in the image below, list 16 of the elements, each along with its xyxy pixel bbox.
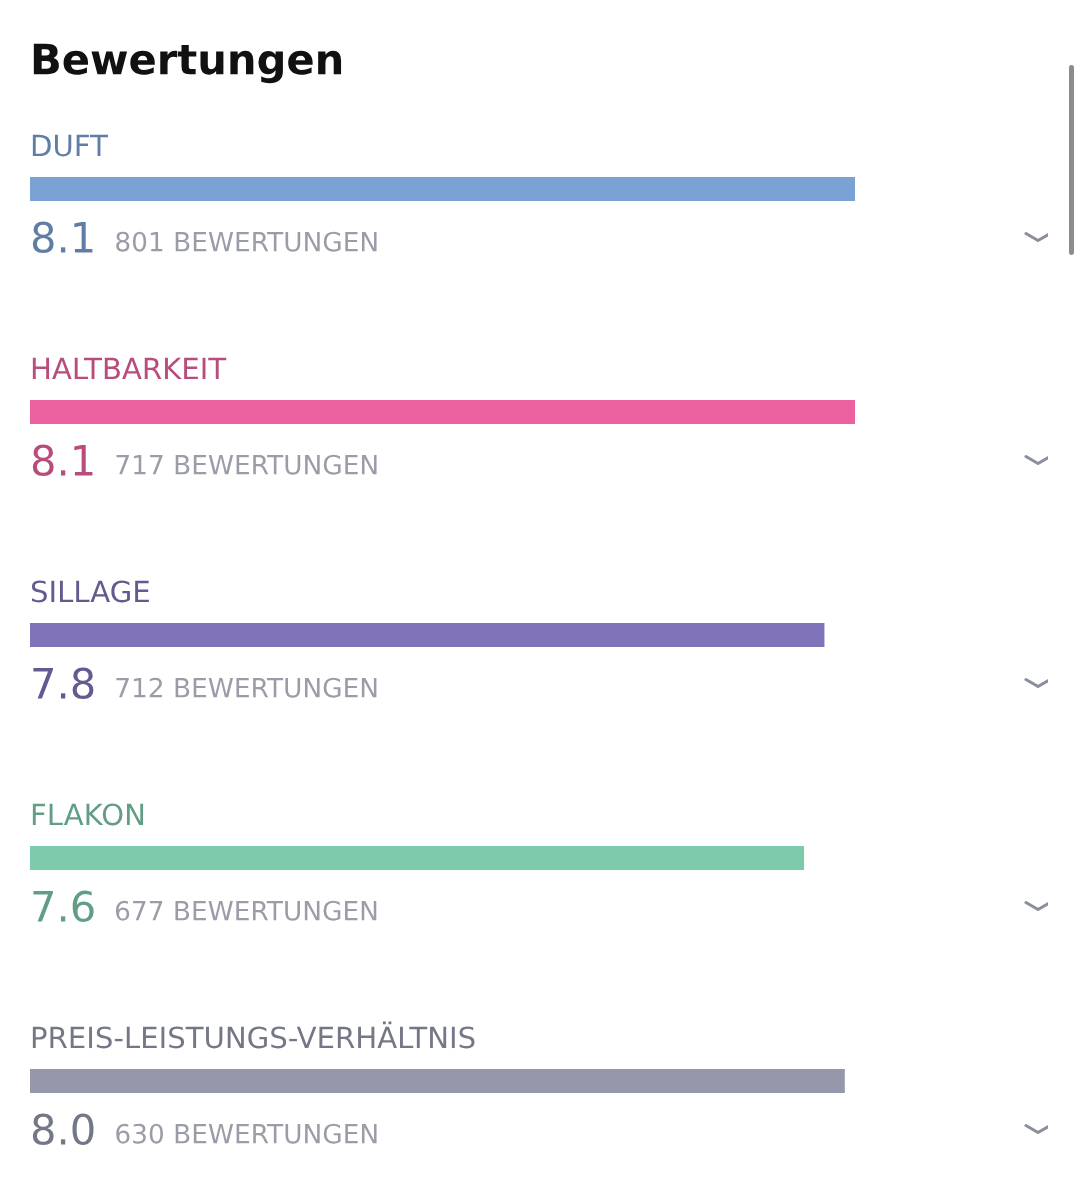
- data-label: 8.1: [32, 444, 93, 477]
- annotation: 677 BEWERTUNGEN: [115, 900, 377, 921]
- y-tick-label: SILLAGE: [31, 580, 149, 603]
- y-tick-label: PREIS-LEISTUNGS-VERHÄLTNIS: [32, 1021, 475, 1049]
- annotation: 717 BEWERTUNGEN: [116, 454, 377, 475]
- y-tick-label: DUFT: [32, 134, 108, 157]
- data-label: 7.6: [33, 890, 94, 923]
- y-tick-label: HALTBARKEIT: [32, 357, 227, 380]
- annotation: 801 BEWERTUNGEN: [116, 231, 377, 252]
- data-label: 8.0: [32, 1113, 94, 1146]
- data-label: 7.8: [33, 667, 94, 700]
- annotation: 712 BEWERTUNGEN: [116, 677, 377, 698]
- annotation: 630 BEWERTUNGEN: [116, 1123, 377, 1144]
- chart-title: Bewertungen: [33, 43, 342, 84]
- data-label: 8.1: [32, 221, 93, 254]
- y-tick-label: FLAKON: [32, 803, 144, 826]
